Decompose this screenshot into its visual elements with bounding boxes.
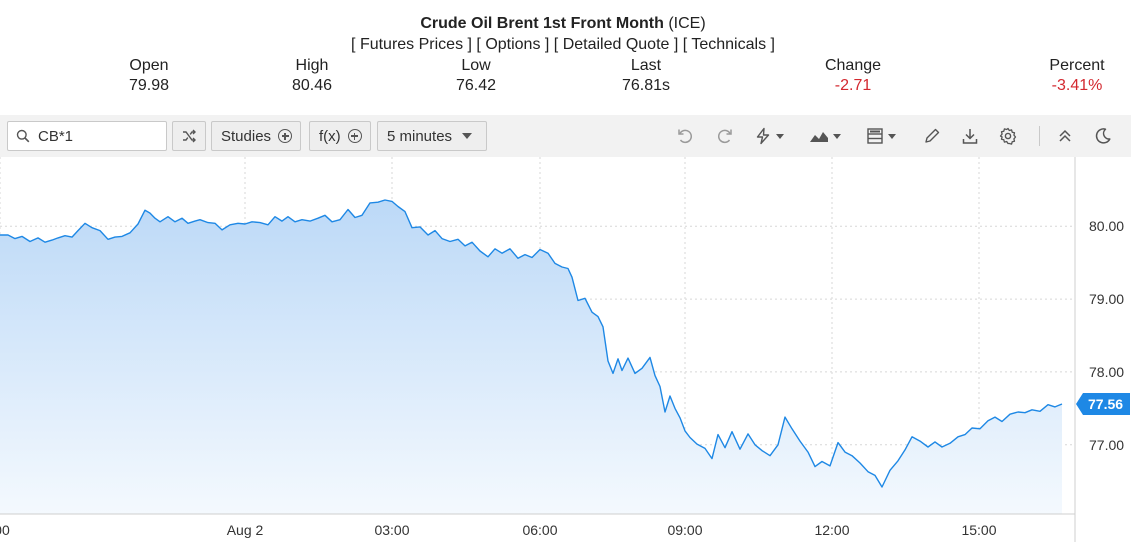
search-icon	[16, 129, 30, 143]
price-chart[interactable]: 80.00 79.00 78.00 77.00 :00 Aug 2 03:00 06:00 09…	[0, 157, 1144, 542]
stat-change: Change -2.71	[816, 56, 890, 96]
last-value: 76.81s	[621, 77, 671, 94]
link-detailed-quote[interactable]: Detailed Quote	[562, 36, 670, 53]
symbol-input[interactable]	[36, 126, 160, 146]
collapse-icon[interactable]	[1057, 125, 1073, 147]
x-tick-label: 09:00	[667, 522, 702, 538]
stat-open: Open 79.98	[118, 56, 180, 96]
low-label: Low	[461, 57, 491, 74]
shuffle-icon	[181, 128, 197, 144]
lightning-icon	[754, 127, 772, 145]
symbol-search-box[interactable]	[7, 121, 167, 151]
chart-axes	[0, 157, 1076, 542]
open-label: Open	[129, 57, 169, 74]
chevron-down-icon	[888, 133, 896, 139]
studies-button[interactable]: Studies	[211, 121, 301, 151]
undo-icon[interactable]	[676, 125, 694, 147]
change-label: Change	[824, 57, 882, 74]
x-tick-label: 06:00	[522, 522, 557, 538]
x-tick-label: 03:00	[374, 522, 409, 538]
add-circle-icon	[278, 129, 293, 143]
stat-last: Last 76.81s	[615, 56, 677, 96]
link-technicals[interactable]: Technicals	[691, 36, 767, 53]
x-tick-label: 12:00	[814, 522, 849, 538]
link-options[interactable]: Options	[485, 36, 541, 53]
last-label: Last	[630, 57, 662, 74]
x-tick-label: Aug 2	[227, 522, 264, 538]
chevron-down-icon	[776, 133, 784, 139]
series-line	[0, 199, 1063, 488]
series-area-fill	[0, 200, 1062, 514]
moon-icon[interactable]	[1094, 125, 1112, 147]
function-button[interactable]: f(x)	[309, 121, 371, 151]
chevron-down-icon	[833, 133, 841, 139]
x-tick-label: 15:00	[961, 522, 996, 538]
layout-icon	[866, 127, 884, 145]
percent-label: Percent	[1049, 57, 1105, 74]
chevron-down-icon	[462, 133, 473, 139]
stat-percent: Percent -3.41%	[1040, 56, 1114, 96]
y-tick-label: 78.00	[1089, 364, 1124, 380]
exchange-label: (ICE)	[668, 15, 706, 32]
high-value: 80.46	[291, 77, 333, 94]
studies-label: Studies	[221, 127, 272, 145]
add-circle-icon	[347, 129, 362, 143]
chart-grid	[0, 157, 1075, 514]
chart-labels: 80.00 79.00 78.00 77.00 :00 Aug 2 03:00 06:00 09…	[0, 218, 1130, 538]
last-price-label: 77.56	[1088, 396, 1123, 412]
layout-menu[interactable]	[866, 125, 896, 147]
high-label: High	[295, 57, 329, 74]
link-futures-prices[interactable]: Futures Prices	[359, 36, 464, 53]
interval-label: 5 minutes	[387, 127, 453, 145]
redo-icon[interactable]	[716, 125, 734, 147]
pencil-icon[interactable]	[923, 125, 941, 147]
gear-icon[interactable]	[999, 125, 1017, 147]
low-value: 76.42	[455, 77, 497, 94]
instrument-title: Crude Oil Brent 1st Front Month (ICE)	[0, 15, 1126, 33]
chart-style-menu[interactable]	[809, 125, 841, 147]
chart-area-layer	[0, 199, 1063, 514]
y-tick-label: 80.00	[1089, 218, 1124, 234]
open-value: 79.98	[128, 77, 170, 94]
chart-style-icon	[809, 127, 829, 145]
function-label: f(x)	[319, 127, 341, 145]
quote-links: [ Futures Prices ] [ Options ] [ Detaile…	[351, 36, 775, 53]
compare-button[interactable]	[172, 121, 206, 151]
download-icon[interactable]	[961, 125, 979, 147]
stat-high: High 80.46	[281, 56, 343, 96]
y-tick-label: 77.00	[1089, 437, 1124, 453]
lightning-menu[interactable]	[754, 125, 784, 147]
toolbar-divider	[1039, 126, 1040, 146]
last-price-badge	[1076, 392, 1130, 415]
stat-low: Low 76.42	[445, 56, 507, 96]
x-tick-label: :00	[0, 522, 10, 538]
y-tick-label: 79.00	[1089, 291, 1124, 307]
interval-dropdown[interactable]: 5 minutes	[377, 121, 487, 151]
change-value: -2.71	[834, 77, 872, 94]
percent-value: -3.41%	[1051, 77, 1103, 94]
chart-toolbar: Studies f(x) 5 minutes	[0, 115, 1131, 157]
instrument-name: Crude Oil Brent 1st Front Month	[420, 15, 664, 32]
